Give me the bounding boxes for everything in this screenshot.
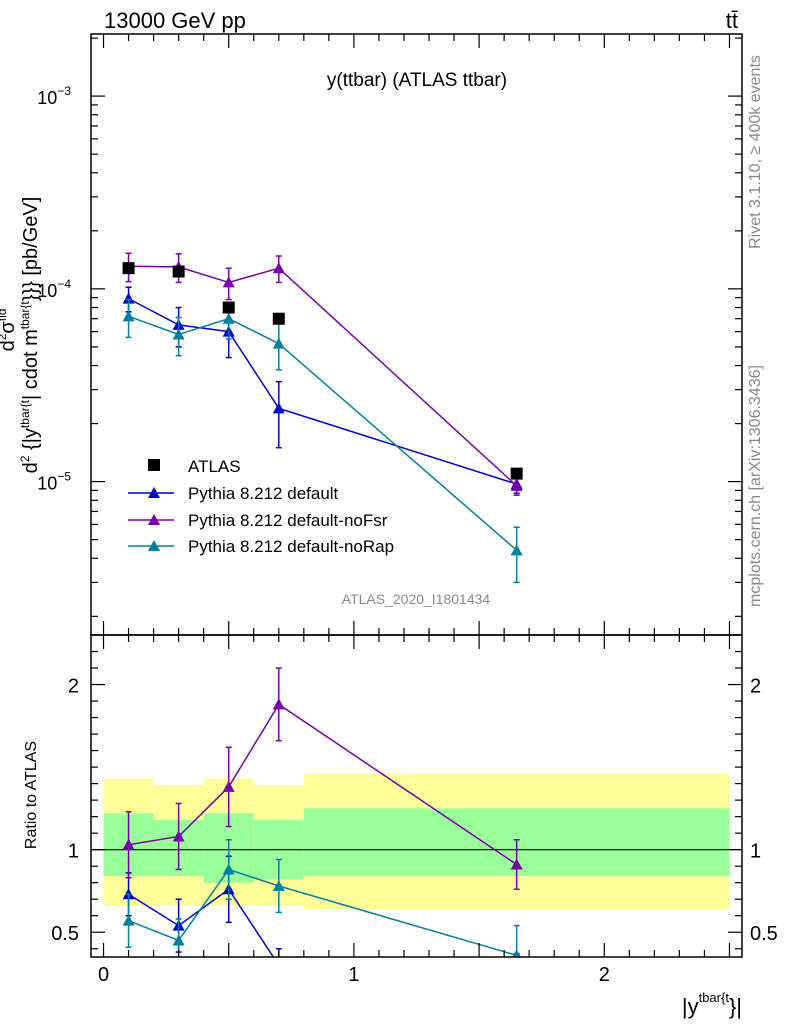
main-series-line [128, 297, 517, 485]
legend-label-atlas: ATLAS [188, 457, 241, 476]
main-y-axis-label: d2 {|ytbar{t| cdot mtbar{t}}} [pb/GeV] [18, 197, 42, 474]
main-series-1 [122, 286, 523, 495]
main-data-point [272, 337, 285, 349]
ratio-frame [90, 634, 743, 958]
ratio-data-point [512, 949, 521, 957]
main-series-group [122, 252, 523, 584]
x-tick-label: 0 [98, 964, 109, 986]
legend-marker-atlas [148, 459, 160, 471]
atlas-data-point [172, 265, 185, 278]
main-plot-title: y(ttbar) (ATLAS ttbar) [327, 70, 507, 91]
ratio-data-point [172, 830, 185, 842]
ratio-series-3 [122, 839, 521, 957]
ratio-y-tick-label: 0.5 [51, 923, 79, 945]
ratio-bands [103, 773, 730, 910]
ratio-series-group [91, 667, 742, 970]
legend-label-default: Pythia 8.212 default [188, 484, 339, 503]
main-data-point [510, 479, 523, 491]
main-data-point [122, 292, 135, 304]
main-data-point [222, 276, 235, 288]
ratio-data-point [172, 934, 185, 946]
main-y-tick-label: 10−5 [37, 470, 71, 494]
main-series-line [128, 265, 518, 487]
main-panel: y(ttbar) (ATLAS ttbar) ATLAS_2020_I18014… [0, 33, 743, 636]
atlas-data-point [510, 467, 523, 480]
main-y-tick-label: 10−3 [37, 84, 71, 108]
mcplots-label: mcplots.cern.ch [arXiv:1306.3436] [747, 365, 764, 607]
collision-label: 13000 GeV pp [104, 8, 246, 33]
atlas-data-point [272, 312, 285, 325]
process-label: tt̄ [726, 8, 738, 33]
ratio-y-tick-label-right: 1 [750, 841, 761, 863]
rivet-label: Rivet 3.1.10, ≥ 400k events [747, 55, 764, 249]
main-data-point [272, 262, 285, 274]
main-data-point [272, 402, 285, 414]
legend-marker-default [148, 487, 160, 498]
main-data-point [510, 544, 523, 556]
ratio-axes: 0.5 0.5 1 1 2 2 0 1 2 [51, 634, 778, 986]
ratio-y-tick-label-right: 2 [750, 676, 761, 698]
main-series-3 [122, 298, 523, 584]
legend-label-norap: Pythia 8.212 default-noRap [188, 537, 394, 556]
ratio-y-tick-label-right: 0.5 [750, 923, 778, 945]
ratio-y-tick-label: 2 [68, 676, 79, 698]
atlas-data-point [122, 262, 135, 275]
ratio-y-axis-label: Ratio to ATLAS [23, 741, 40, 849]
ratio-data-point [272, 698, 285, 710]
ratio-data-point [222, 780, 235, 792]
ratio-data-point [122, 838, 135, 850]
ratio-panel: 0.5 0.5 1 1 2 2 0 1 2 Ratio to ATLAS |ytbar{t}| [23, 634, 778, 1019]
legend: ATLAS Pythia 8.212 default Pythia 8.212 … [128, 457, 394, 556]
ratio-y-tick-label: 1 [68, 841, 79, 863]
main-series-2 [122, 252, 523, 496]
ratio-data-point [122, 914, 135, 926]
legend-marker-nofsr [148, 514, 160, 525]
x-axis-label: |ytbar{t}| [682, 990, 742, 1019]
main-y-tick-label: 10−4 [37, 277, 71, 301]
legend-label-nofsr: Pythia 8.212 default-noFsr [188, 511, 388, 530]
ratio-data-point [510, 858, 523, 870]
main-data-point [172, 328, 185, 340]
main-data-point [122, 310, 135, 322]
main-series-atlas [122, 262, 523, 480]
x-tick-label: 1 [348, 964, 359, 986]
ratio-data-point [273, 959, 285, 970]
atlas-data-point [222, 301, 235, 314]
x-tick-label: 2 [599, 964, 610, 986]
main-y-axis-label-numerator: d2σfid [0, 309, 19, 352]
main-data-point [222, 312, 235, 324]
analysis-watermark: ATLAS_2020_I1801434 [342, 591, 491, 607]
ratio-series-2 [122, 667, 523, 891]
legend-marker-norap [148, 540, 160, 551]
ratio-data-point [272, 879, 285, 891]
ratio-data-point [222, 863, 235, 875]
